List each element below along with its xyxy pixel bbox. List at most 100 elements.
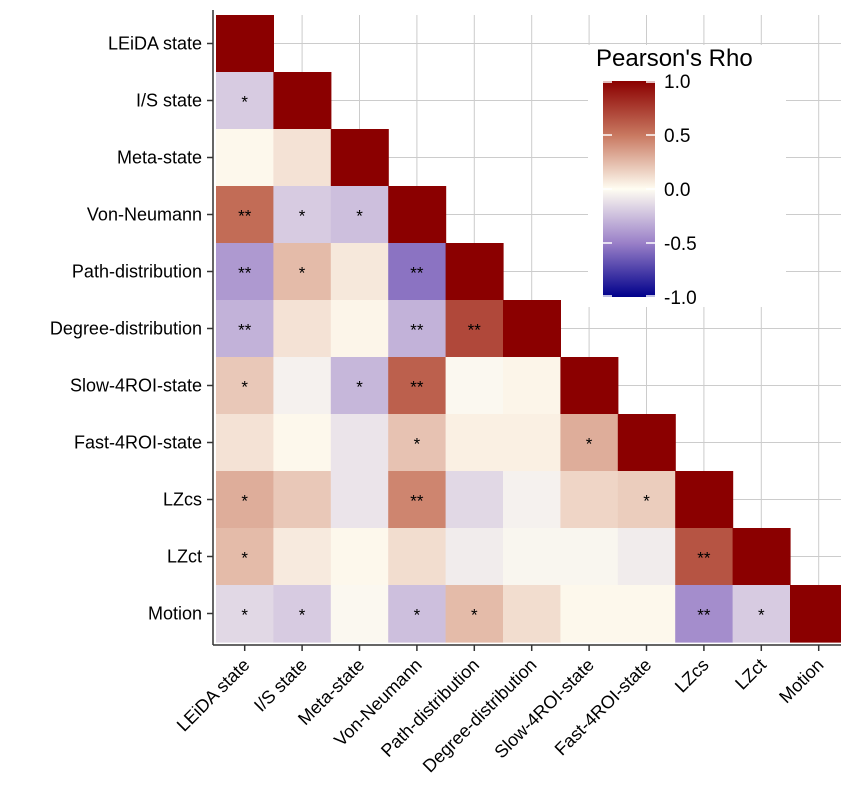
significance-label: * xyxy=(414,435,421,454)
y-tick-label-von-neumann: Von-Neumann xyxy=(87,205,202,225)
significance-label: ** xyxy=(238,207,252,226)
significance-label: ** xyxy=(238,321,252,340)
heatmap-cell xyxy=(445,414,504,472)
significance-label: * xyxy=(299,264,306,283)
significance-label: * xyxy=(241,492,248,511)
heatmap-cell xyxy=(216,528,274,586)
heatmap-cell xyxy=(273,186,332,244)
x-tick-label-motion: Motion xyxy=(775,655,827,707)
significance-label: ** xyxy=(697,549,711,568)
heatmap-cell xyxy=(445,243,504,301)
heatmap-cell xyxy=(273,414,332,472)
x-tick-label-lzct: LZct xyxy=(731,655,770,694)
legend-tick-label: -0.5 xyxy=(664,234,697,255)
heatmap-cell xyxy=(330,300,389,358)
heatmap-cell xyxy=(216,414,274,472)
significance-label: ** xyxy=(410,321,424,340)
significance-label: ** xyxy=(697,606,711,625)
significance-label: ** xyxy=(468,321,482,340)
significance-label: ** xyxy=(410,492,424,511)
heatmap-cell xyxy=(503,357,561,415)
heatmap-cells xyxy=(216,15,841,643)
significance-label: * xyxy=(299,207,306,226)
legend-tick-label: 1.0 xyxy=(664,72,690,93)
significance-label: * xyxy=(299,606,306,625)
significance-label: * xyxy=(241,93,248,112)
heatmap-cell xyxy=(216,243,274,301)
heatmap-cell xyxy=(330,471,389,529)
heatmap-cell xyxy=(388,585,447,643)
legend-title: Pearson's Rho xyxy=(596,45,753,72)
legend-tick-label: 0.0 xyxy=(664,180,690,201)
heatmap-cell xyxy=(503,300,561,358)
heatmap-cell xyxy=(675,585,734,643)
heatmap-cell xyxy=(216,585,274,643)
heatmap-cell xyxy=(503,528,561,586)
heatmap-cell xyxy=(216,300,274,358)
heatmap-cell xyxy=(216,471,274,529)
heatmap-cell xyxy=(273,72,332,130)
significance-label: ** xyxy=(410,378,424,397)
heatmap-cell xyxy=(790,585,841,643)
heatmap-cell xyxy=(445,357,504,415)
y-tick-label-lzcs: LZcs xyxy=(163,490,202,510)
significance-label: ** xyxy=(238,264,252,283)
significance-label: * xyxy=(643,492,650,511)
heatmap-cell xyxy=(273,300,332,358)
heatmap-cell xyxy=(617,414,676,472)
y-tick-label-motion: Motion xyxy=(148,604,202,624)
heatmap-cell xyxy=(388,357,447,415)
heatmap-cell xyxy=(388,186,447,244)
significance-label: * xyxy=(356,207,363,226)
heatmap-cell xyxy=(732,528,791,586)
heatmap-cell xyxy=(503,585,561,643)
heatmap-cell xyxy=(617,471,676,529)
heatmap-cell xyxy=(560,585,619,643)
y-tick-label-slow-4roi-state: Slow-4ROI-state xyxy=(70,376,202,396)
heatmap-cell xyxy=(273,129,332,187)
heatmap-cell xyxy=(330,357,389,415)
heatmap-cell xyxy=(388,528,447,586)
heatmap-cell xyxy=(273,585,332,643)
heatmap-cell xyxy=(273,471,332,529)
heatmap-cell xyxy=(560,357,619,415)
y-tick-label-leida-state: LEiDA state xyxy=(108,34,202,54)
heatmap-cell xyxy=(273,243,332,301)
legend-tick-label: -1.0 xyxy=(664,288,697,309)
heatmap-cell xyxy=(273,528,332,586)
significance-labels: *** * *** * **** ** *** * *** ** ** ** *** * * * ** * xyxy=(238,93,765,625)
significance-label: * xyxy=(241,549,248,568)
legend-tick-label: 0.5 xyxy=(664,126,690,147)
significance-label: ** xyxy=(410,264,424,283)
x-tick-label-path-distribution: Path-distribution xyxy=(377,655,483,761)
significance-label: * xyxy=(414,606,421,625)
significance-label: * xyxy=(241,378,248,397)
heatmap-cell xyxy=(388,300,447,358)
heatmap-cell xyxy=(330,186,389,244)
significance-label: * xyxy=(586,435,593,454)
heatmap-cell xyxy=(330,414,389,472)
heatmap-cell xyxy=(216,186,274,244)
y-tick-label-degree-distribution: Degree-distribution xyxy=(50,319,202,339)
heatmap-cell xyxy=(445,585,504,643)
heatmap-cell xyxy=(445,528,504,586)
legend-ticks: 1.0 0.5 0.0 -0.5 -1.0 xyxy=(603,72,697,309)
heatmap-cell xyxy=(503,414,561,472)
heatmap-cell xyxy=(216,15,274,73)
significance-label: * xyxy=(471,606,478,625)
x-tick-label-slow-4roi-state: Slow-4ROI-state xyxy=(490,655,598,763)
legend: Pearson's Rho 1.0 0.5 0.0 -0.5 -1.0 xyxy=(588,45,786,309)
y-tick-label-fast-4roi-state: Fast-4ROI-state xyxy=(74,433,202,453)
heatmap-cell xyxy=(675,528,734,586)
x-tick-label-leida-state: LEiDA state xyxy=(173,655,254,736)
heatmap-cell xyxy=(216,357,274,415)
x-tick-label-lzcs: LZcs xyxy=(671,655,713,697)
heatmap-cell xyxy=(330,528,389,586)
heatmap-cell xyxy=(617,528,676,586)
heatmap-cell xyxy=(330,129,389,187)
y-tick-label-meta-state: Meta-state xyxy=(117,148,202,168)
y-tick-label-path-distribution: Path-distribution xyxy=(72,262,202,282)
x-tick-label-fast-4roi-state: Fast-4ROI-state xyxy=(551,655,656,760)
heatmap-cell xyxy=(560,471,619,529)
